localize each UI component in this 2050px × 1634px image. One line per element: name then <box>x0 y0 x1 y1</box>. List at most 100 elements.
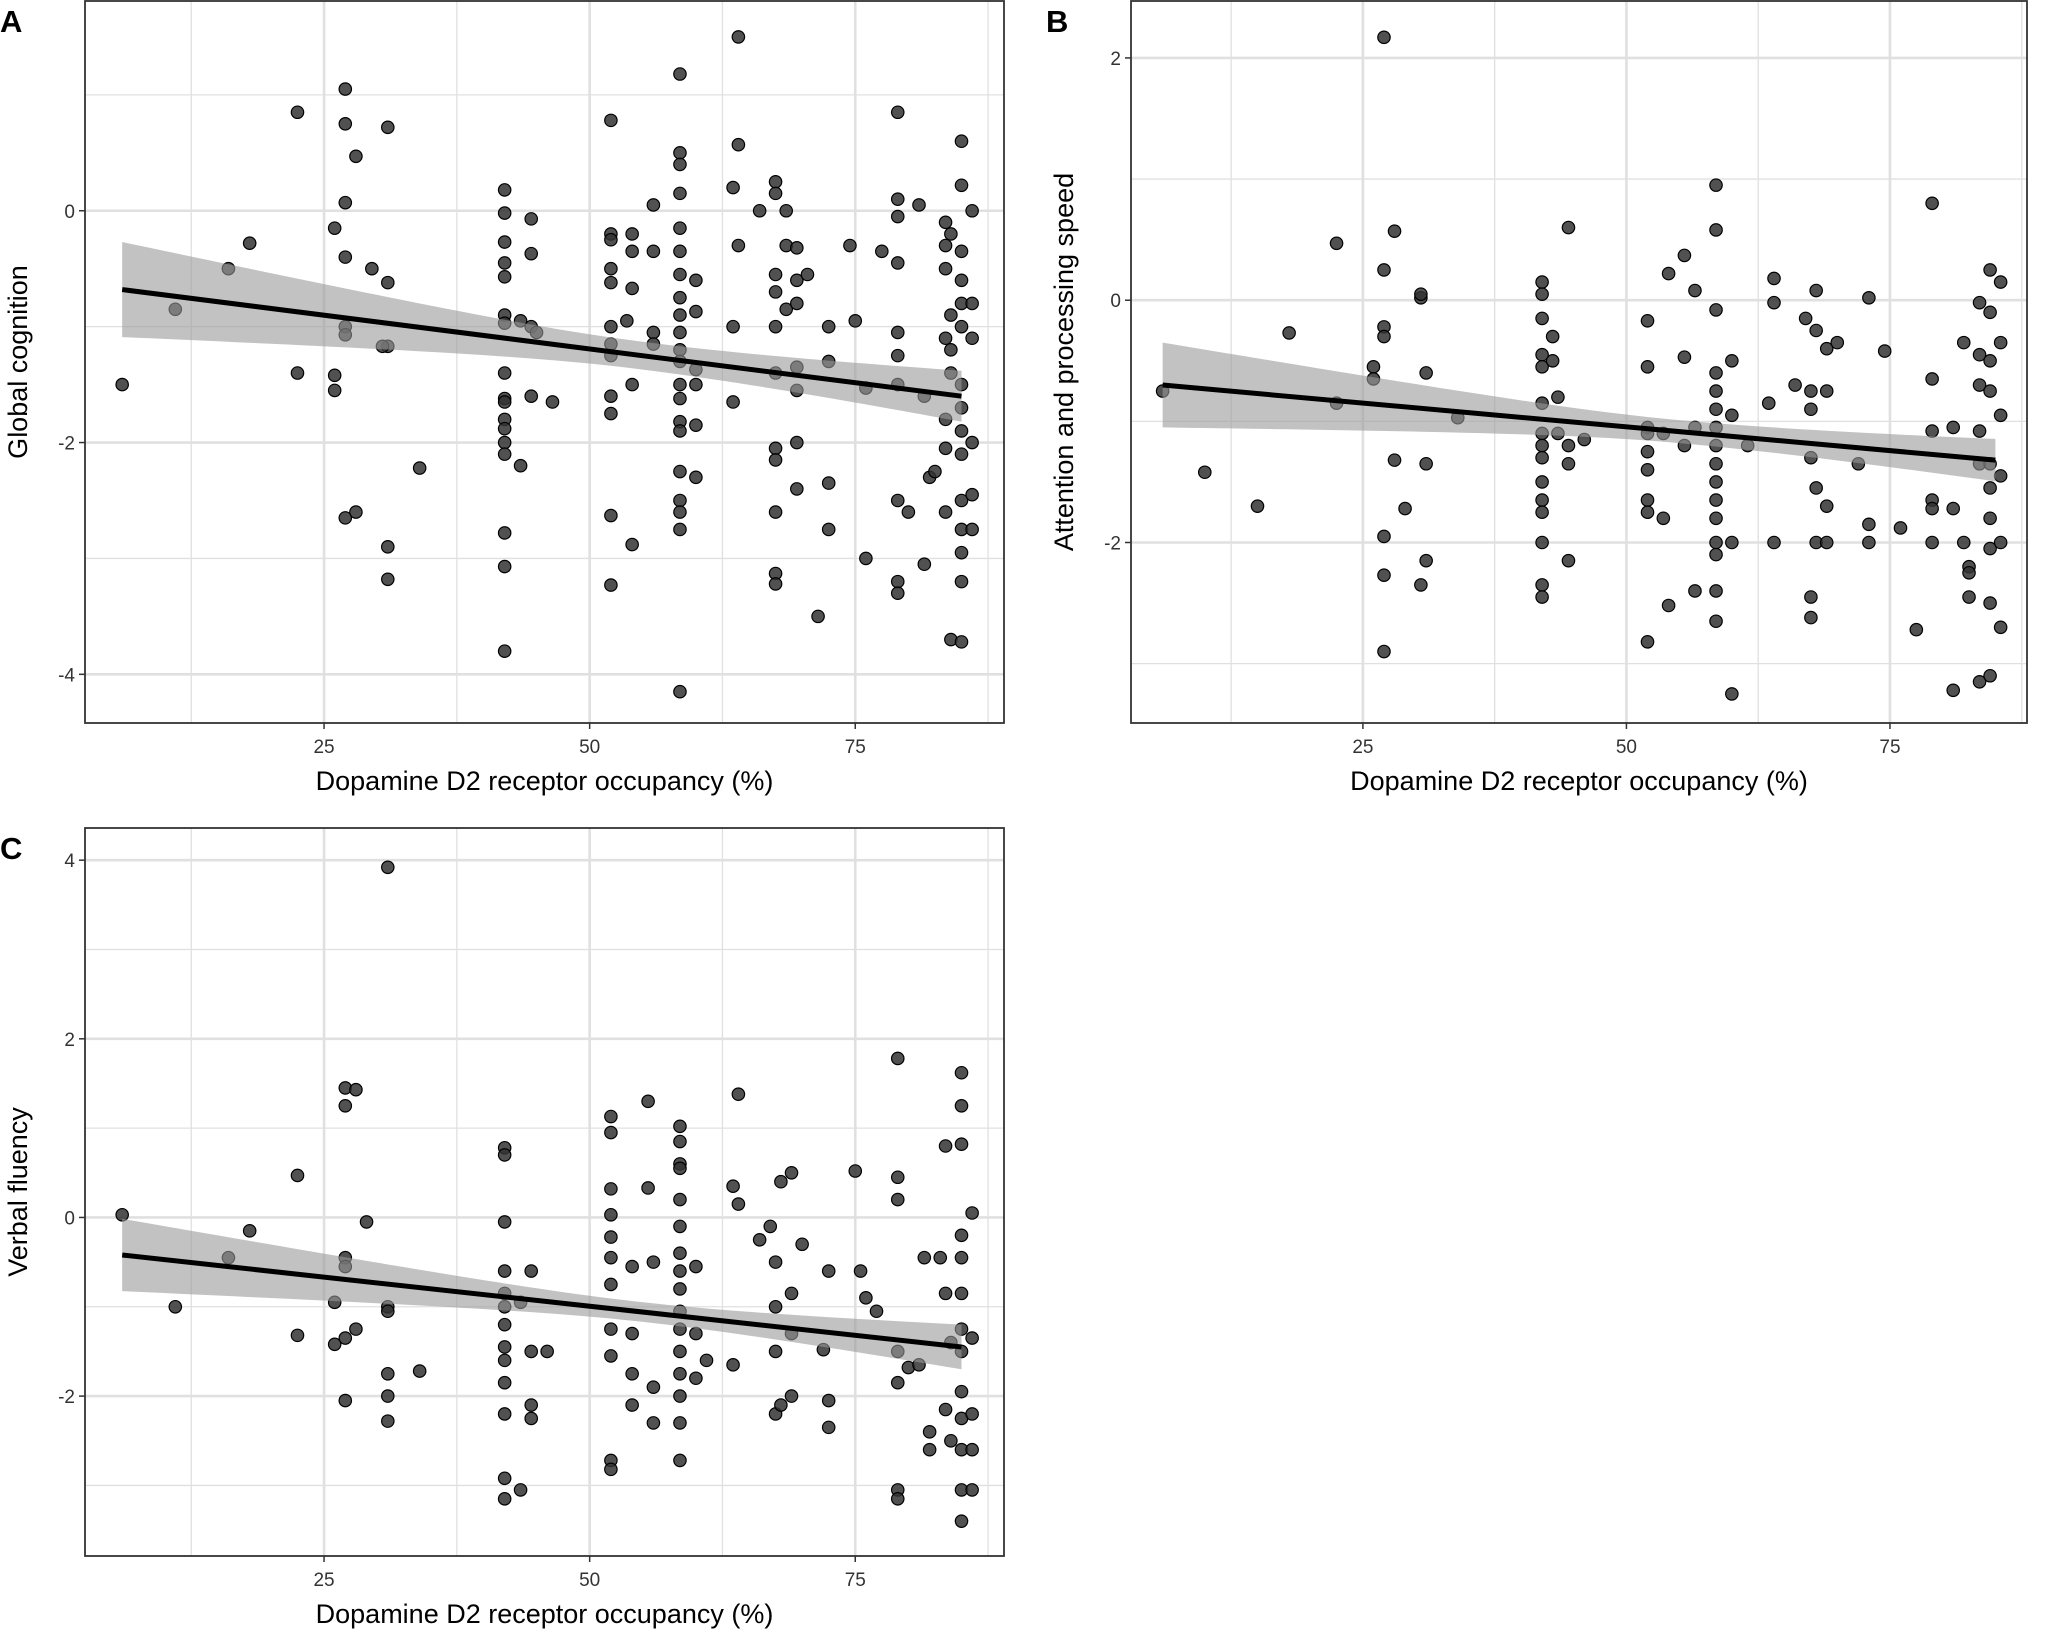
data-point <box>933 1250 948 1265</box>
data-point <box>673 146 687 160</box>
data-point <box>1804 402 1818 417</box>
data-point <box>1709 384 1723 398</box>
data-point <box>497 1148 512 1162</box>
data-point <box>938 261 953 276</box>
data-point <box>604 319 618 334</box>
data-point <box>1993 335 2008 350</box>
data-point <box>1377 568 1391 583</box>
data-point <box>1640 314 1655 328</box>
data-point <box>1640 444 1655 459</box>
data-point <box>954 1099 969 1113</box>
data-point <box>954 178 969 193</box>
data-point <box>625 377 639 392</box>
data-point <box>1709 547 1723 562</box>
data-point <box>965 1331 979 1345</box>
data-point <box>726 180 740 195</box>
data-point <box>689 1259 703 1274</box>
data-point <box>890 348 905 363</box>
data-point <box>625 1398 639 1412</box>
confidence-ribbon <box>1162 342 1996 482</box>
data-point <box>1809 481 1823 495</box>
data-point <box>1535 360 1549 374</box>
data-point <box>1709 493 1723 507</box>
data-point <box>944 343 958 357</box>
data-point <box>380 1389 395 1403</box>
data-point <box>497 1353 512 1368</box>
data-point <box>1640 493 1655 507</box>
data-point <box>1804 384 1818 398</box>
data-point <box>1761 396 1776 410</box>
regression-line <box>121 287 962 399</box>
data-point <box>848 1164 863 1178</box>
data-point <box>673 464 687 479</box>
data-point <box>524 1264 539 1278</box>
data-point <box>604 508 618 523</box>
regression-line <box>121 1252 962 1350</box>
data-point <box>604 1109 618 1124</box>
data-point <box>524 1398 539 1412</box>
data-point <box>917 557 932 572</box>
data-point <box>1387 224 1402 238</box>
y-axis-title: Global cognition <box>3 265 33 459</box>
data-point <box>1946 683 1961 698</box>
data-point <box>965 435 979 450</box>
data-point <box>673 1246 687 1260</box>
data-point <box>646 325 661 340</box>
data-point <box>928 464 942 479</box>
data-point <box>604 275 618 290</box>
data-point <box>497 447 512 461</box>
data-point <box>954 273 969 288</box>
y-tick-label: 4 <box>64 851 75 872</box>
data-point <box>673 1282 687 1296</box>
data-point <box>944 227 958 241</box>
data-point <box>349 1082 363 1097</box>
data-point <box>1377 30 1391 45</box>
data-point <box>965 1483 979 1497</box>
data-point <box>338 82 353 96</box>
data-point <box>497 1375 512 1390</box>
data-point <box>1819 499 1834 513</box>
data-point <box>1545 329 1560 344</box>
data-point <box>1862 290 1876 305</box>
x-axis-title: Dopamine D2 receptor occupancy (%) <box>316 766 774 796</box>
data-point <box>726 395 740 409</box>
data-point <box>1962 590 1976 604</box>
data-point <box>784 1389 799 1403</box>
data-point <box>673 377 687 392</box>
data-point <box>689 1326 703 1341</box>
data-point <box>327 1337 342 1352</box>
data-point <box>795 1237 809 1252</box>
data-point <box>689 470 703 485</box>
data-point <box>731 30 746 44</box>
x-tick-label: 75 <box>1879 737 1900 758</box>
x-axis-title: Dopamine D2 receptor occupancy (%) <box>1350 766 1808 796</box>
data-point <box>768 267 783 282</box>
data-point <box>1993 469 2008 483</box>
data-point <box>965 1206 979 1220</box>
data-point <box>380 275 395 290</box>
data-point <box>349 149 363 164</box>
data-point <box>1640 463 1655 477</box>
data-point <box>901 505 916 519</box>
data-point <box>954 424 969 438</box>
data-point <box>545 395 560 409</box>
data-point <box>965 331 979 346</box>
data-point <box>380 120 395 135</box>
data-point <box>242 1224 257 1238</box>
data-point <box>497 644 512 658</box>
data-point <box>1377 529 1391 544</box>
data-point <box>1925 196 1939 211</box>
data-point <box>1983 481 1997 495</box>
data-point <box>890 1192 905 1207</box>
data-point <box>1972 295 1987 310</box>
data-point <box>497 1264 512 1278</box>
data-point <box>497 1492 512 1506</box>
data-point <box>327 368 342 383</box>
data-point <box>349 1322 363 1336</box>
data-point <box>1709 303 1723 317</box>
data-point <box>673 221 687 235</box>
y-tick-label: 0 <box>64 202 75 223</box>
data-point <box>1688 584 1702 598</box>
y-tick-label: -2 <box>58 434 75 455</box>
